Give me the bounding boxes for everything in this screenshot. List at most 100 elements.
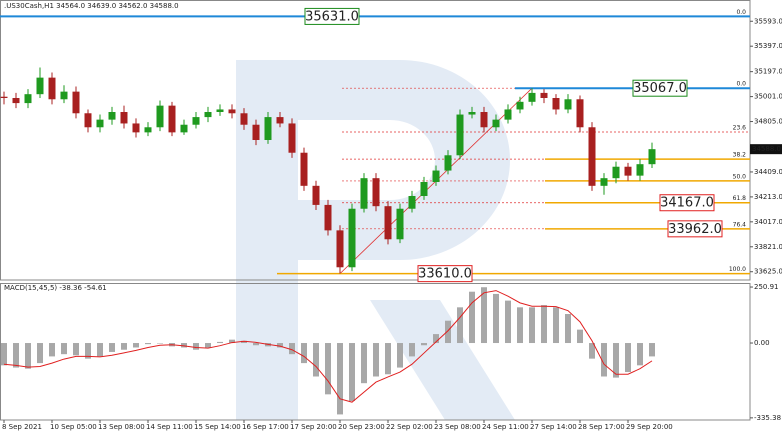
candle-body bbox=[312, 185, 320, 205]
candle-body bbox=[252, 124, 260, 140]
candle-body bbox=[72, 91, 80, 114]
macd-bar bbox=[349, 343, 355, 402]
y-tick-label: 33821.0 bbox=[754, 243, 782, 251]
macd-bar bbox=[433, 334, 439, 344]
candle-body bbox=[144, 127, 152, 133]
level-label: 35631.0 bbox=[305, 9, 359, 24]
x-tick-label: 13 Sep 08:00 bbox=[98, 423, 145, 431]
candle-body bbox=[432, 170, 440, 182]
level-box bbox=[304, 7, 360, 25]
candle-body bbox=[396, 208, 404, 240]
y-tick-label: 34409.0 bbox=[754, 168, 782, 176]
x-tick-label: 29 Sep 20:00 bbox=[626, 423, 673, 431]
macd-bar bbox=[313, 343, 319, 377]
candle-body bbox=[240, 113, 248, 125]
macd-bar bbox=[289, 343, 295, 355]
candle-body bbox=[516, 101, 524, 110]
candle-body bbox=[456, 114, 464, 156]
candle-body bbox=[228, 109, 236, 114]
macd-bar bbox=[253, 343, 259, 346]
candle-body bbox=[492, 119, 500, 128]
macd-bar bbox=[589, 343, 595, 359]
candle-body bbox=[480, 112, 488, 128]
candle-body bbox=[636, 164, 644, 176]
candle-body bbox=[372, 178, 380, 207]
chart-title: .US30Cash,H1 34564.0 34639.0 34562.0 345… bbox=[4, 2, 179, 10]
macd-y-tick-label: -335.38 bbox=[754, 414, 781, 422]
macd-bar bbox=[25, 343, 31, 369]
macd-bar bbox=[49, 343, 55, 357]
candle-body bbox=[384, 206, 392, 240]
x-tick-label: 27 Sep 14:00 bbox=[530, 423, 577, 431]
macd-bar bbox=[1, 343, 7, 366]
macd-bar bbox=[469, 291, 475, 344]
candle-body bbox=[336, 230, 344, 268]
macd-bar bbox=[505, 300, 511, 344]
candle-body bbox=[264, 117, 272, 140]
target-label: 33962.0 bbox=[668, 222, 722, 237]
level-box bbox=[632, 79, 688, 97]
macd-bar bbox=[229, 339, 235, 344]
macd-signal bbox=[3, 290, 653, 403]
x-tick-label: 15 Sep 14:00 bbox=[194, 423, 241, 431]
macd-bar bbox=[37, 343, 43, 364]
macd-bar bbox=[481, 287, 487, 344]
candle-body bbox=[156, 105, 164, 128]
candle-body bbox=[528, 92, 536, 102]
y-tick-label: 34017.0 bbox=[754, 218, 782, 226]
macd-bar bbox=[13, 343, 19, 368]
candle-body bbox=[504, 109, 512, 120]
macd-bar bbox=[565, 314, 571, 344]
target-label: 34167.0 bbox=[660, 196, 714, 211]
y-tick-label: 35001.0 bbox=[754, 93, 782, 101]
candle-body bbox=[48, 77, 56, 100]
watermark-leg bbox=[370, 300, 515, 420]
fib-label: 76.4 bbox=[733, 221, 747, 228]
fib-label: 23.6 bbox=[733, 124, 747, 131]
candle-body bbox=[576, 99, 584, 128]
fib-label: 0.0 bbox=[736, 81, 746, 88]
candle-body bbox=[180, 124, 188, 133]
macd-bar bbox=[145, 343, 151, 345]
y-tick-label: 35397.0 bbox=[754, 42, 782, 50]
target-box bbox=[417, 265, 473, 283]
candle-body bbox=[96, 119, 104, 128]
macd-bar bbox=[637, 343, 643, 366]
candle-body bbox=[300, 152, 308, 186]
fib-label: 38.2 bbox=[733, 152, 747, 159]
macd-bar bbox=[325, 343, 331, 395]
candle-body bbox=[600, 178, 608, 186]
macd-bar bbox=[133, 343, 139, 348]
candle-body bbox=[276, 117, 284, 124]
candle-body bbox=[444, 155, 452, 171]
x-tick-label: 17 Sep 20:00 bbox=[290, 423, 337, 431]
x-tick-label: 28 Sep 17:00 bbox=[578, 423, 625, 431]
candle-body bbox=[192, 117, 200, 125]
target-box bbox=[659, 194, 715, 212]
target-box bbox=[667, 220, 723, 238]
candle-body bbox=[468, 112, 476, 115]
y-tick-label: 35197.0 bbox=[754, 68, 782, 76]
macd-bar bbox=[73, 343, 79, 356]
current-price-label: 34588.0 bbox=[752, 145, 781, 153]
candle-body bbox=[0, 96, 8, 98]
candle-body bbox=[132, 123, 140, 133]
candle-body bbox=[36, 77, 44, 95]
fib-label: 0.0 bbox=[736, 9, 746, 16]
macd-bar bbox=[241, 340, 247, 344]
candle-body bbox=[624, 166, 632, 176]
macd-bar bbox=[61, 343, 67, 355]
candle-body bbox=[120, 112, 128, 124]
macd-bar bbox=[85, 343, 91, 359]
candle-body bbox=[216, 109, 224, 112]
macd-bar bbox=[385, 343, 391, 375]
candle-body bbox=[420, 182, 428, 196]
macd-bar bbox=[457, 307, 463, 344]
macd-bar bbox=[409, 343, 415, 357]
y-tick-label: 35593.0 bbox=[754, 17, 782, 25]
macd-bar bbox=[109, 343, 115, 352]
macd-bar bbox=[373, 343, 379, 377]
candle-body bbox=[648, 149, 656, 165]
fib-label: 61.8 bbox=[733, 195, 747, 202]
macd-bar bbox=[649, 343, 655, 357]
